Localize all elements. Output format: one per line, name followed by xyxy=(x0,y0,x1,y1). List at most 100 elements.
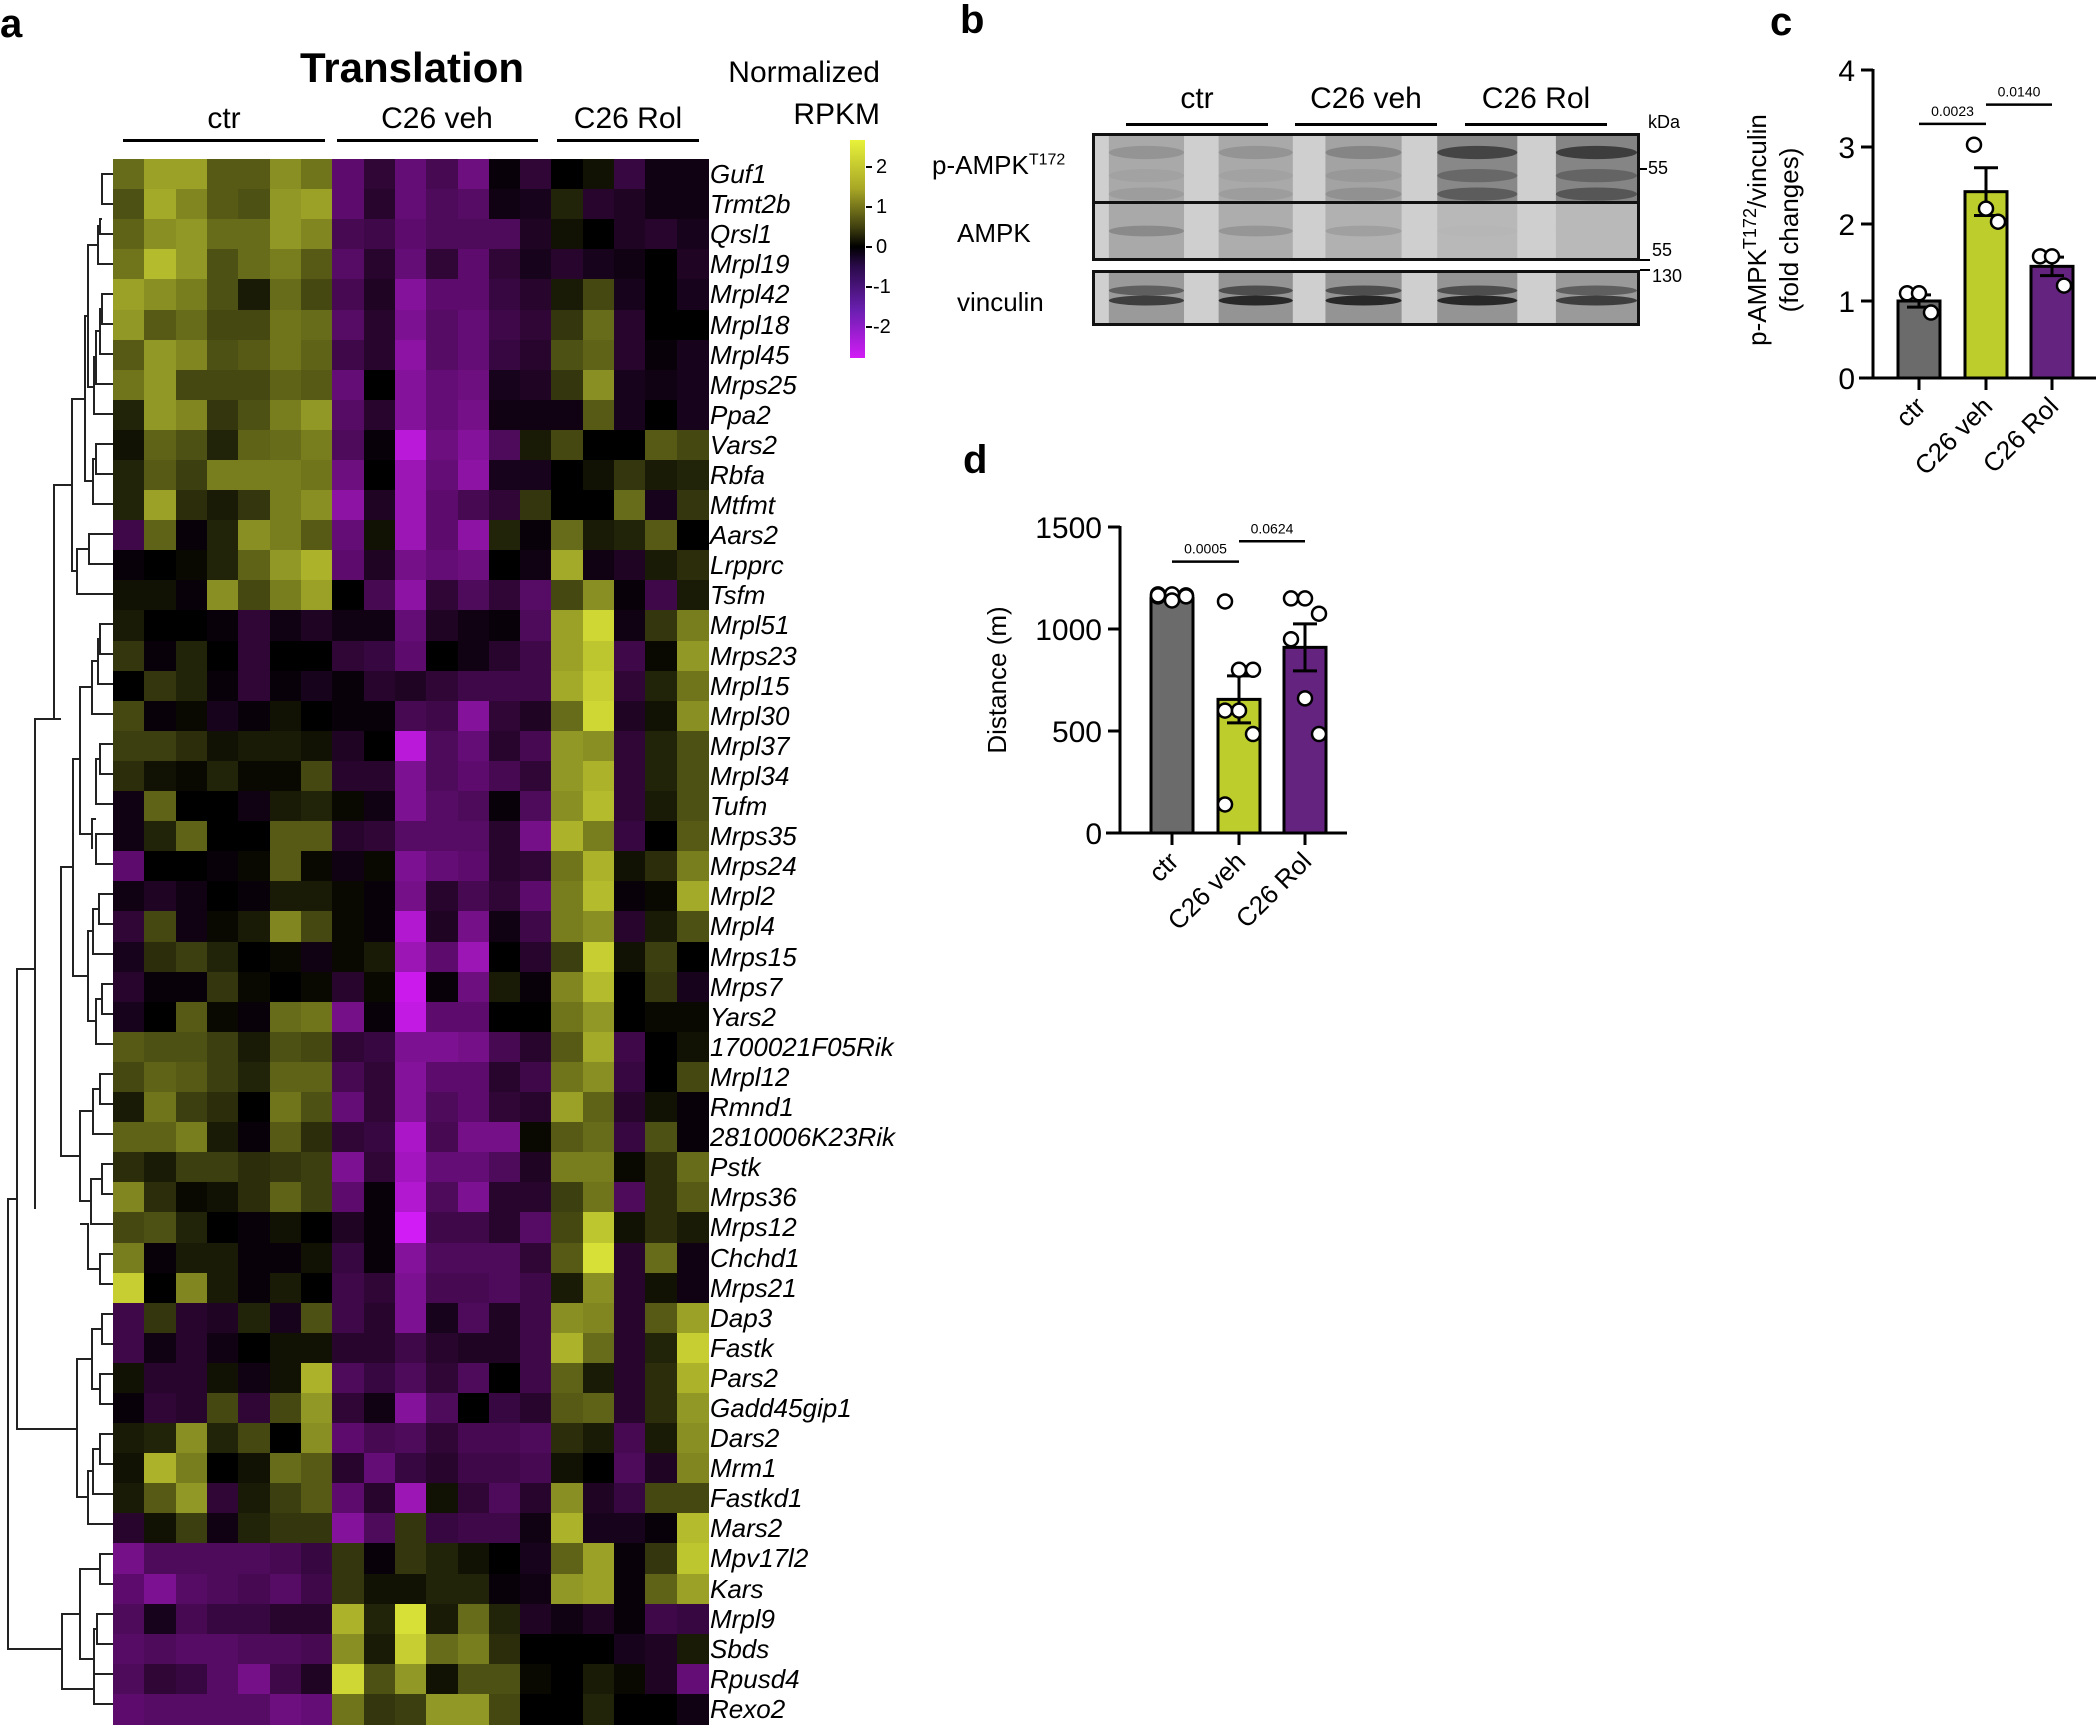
heatmap-cell xyxy=(551,700,584,732)
blot-group-label-veh: C26 veh xyxy=(1310,82,1422,115)
heatmap-cell xyxy=(457,1633,490,1665)
gene-label: 2810006K23Rik xyxy=(710,1122,896,1153)
heatmap-cell xyxy=(676,339,709,371)
heatmap-cell xyxy=(175,1122,208,1153)
heatmap-cell xyxy=(551,1392,584,1424)
heatmap-cell xyxy=(394,279,427,311)
heatmap-cell xyxy=(582,309,615,341)
heatmap-cell xyxy=(457,971,490,1003)
heatmap-cell xyxy=(582,760,615,792)
heatmap-cell xyxy=(645,791,678,822)
heatmap-cell xyxy=(144,911,177,943)
heatmap-cell xyxy=(300,1603,333,1635)
heatmap-cell xyxy=(676,279,709,311)
gene-label: Mrps23 xyxy=(710,640,797,671)
heatmap-cell xyxy=(676,1092,709,1123)
gene-label: Fastkd1 xyxy=(710,1483,803,1514)
gene-label: Mrps25 xyxy=(710,369,797,400)
heatmap-cell xyxy=(520,851,552,882)
heatmap-cell xyxy=(426,881,459,912)
heatmap-cell xyxy=(614,911,646,943)
heatmap-cell xyxy=(269,821,302,852)
heatmap-cell xyxy=(269,219,302,250)
heatmap-cell xyxy=(206,791,239,822)
heatmap-cell xyxy=(614,1122,646,1153)
heatmap-cell xyxy=(394,1362,427,1394)
heatmap-cell xyxy=(645,911,678,943)
heatmap-cell xyxy=(614,760,646,792)
heatmap-cell xyxy=(363,1362,396,1394)
heatmap-cell xyxy=(363,1272,396,1304)
heatmap-cell xyxy=(457,309,490,341)
heatmap-cell xyxy=(614,1362,646,1394)
heatmap-cell xyxy=(488,550,521,581)
heatmap-cell xyxy=(426,640,459,672)
colorbar-tick-label: 1 xyxy=(876,196,888,218)
heatmap-cell xyxy=(614,1061,646,1093)
heatmap-cell xyxy=(426,580,459,611)
heatmap-cell xyxy=(426,339,459,371)
heatmap-cell xyxy=(206,1242,239,1274)
heatmap-cell xyxy=(269,640,302,672)
heatmap-cell xyxy=(551,1031,584,1063)
data-point xyxy=(1216,702,1234,719)
heatmap-cell xyxy=(332,429,365,461)
heatmap-cell xyxy=(363,1152,396,1183)
heatmap-cell xyxy=(426,550,459,581)
heatmap-cell xyxy=(645,1001,678,1033)
heatmap-cell xyxy=(394,670,427,702)
heatmap-cell xyxy=(269,791,302,822)
kda-marker-55-ampk: 55 xyxy=(1652,240,1673,260)
heatmap-cell xyxy=(457,851,490,882)
heatmap-cell xyxy=(645,1061,678,1093)
heatmap-cell xyxy=(269,971,302,1003)
heatmap-cell xyxy=(582,1513,615,1544)
heatmap-cell xyxy=(426,369,459,401)
heatmap-cell xyxy=(394,1182,427,1213)
y-tick-label: 1500 xyxy=(1035,512,1102,545)
heatmap-cell xyxy=(520,189,552,220)
heatmap-cell xyxy=(488,640,521,672)
heatmap-cell xyxy=(488,279,521,311)
heatmap-cell xyxy=(582,791,615,822)
heatmap-cell xyxy=(645,249,678,280)
heatmap-cell xyxy=(175,791,208,822)
p-value-label: 0.0023 xyxy=(1931,103,1974,119)
heatmap-cell xyxy=(520,309,552,341)
heatmap-cell xyxy=(676,1362,709,1394)
panel-letter-a: a xyxy=(0,2,23,46)
panel-letter-c: c xyxy=(1770,0,1793,44)
heatmap-cell xyxy=(206,1573,239,1605)
heatmap-cell xyxy=(300,1423,333,1454)
heatmap-cell xyxy=(332,219,365,250)
heatmap-cell xyxy=(144,460,177,491)
heatmap-cell xyxy=(457,1242,490,1274)
heatmap-cell xyxy=(457,490,490,521)
heatmap-cell xyxy=(676,1513,709,1544)
heatmap-cell xyxy=(676,1332,709,1364)
blot-label-ampk: AMPK xyxy=(957,218,1031,248)
heatmap-cell xyxy=(175,911,208,943)
heatmap-cell xyxy=(582,1332,615,1364)
heatmap-cell xyxy=(144,1633,177,1665)
panel-letter-b: b xyxy=(960,0,985,42)
heatmap-cell xyxy=(113,1031,145,1063)
heatmap-cell xyxy=(551,249,584,280)
heatmap-cell xyxy=(269,1302,302,1334)
heatmap-cell xyxy=(332,911,365,943)
heatmap-cell xyxy=(113,460,145,491)
heatmap-cell xyxy=(300,1061,333,1093)
heatmap-cell xyxy=(645,1302,678,1334)
heatmap-cell xyxy=(363,550,396,581)
heatmap-cell xyxy=(645,971,678,1003)
row-dendrogram xyxy=(7,173,113,1705)
heatmap-cell xyxy=(582,1362,615,1394)
heatmap-cell xyxy=(300,1543,333,1575)
heatmap-cell xyxy=(113,429,145,461)
heatmap-cell xyxy=(645,159,678,190)
heatmap-cell xyxy=(332,670,365,702)
heatmap-cell xyxy=(614,851,646,882)
heatmap-cell xyxy=(614,1242,646,1274)
gene-label: Mrpl30 xyxy=(710,700,790,731)
heatmap-cell xyxy=(269,429,302,461)
